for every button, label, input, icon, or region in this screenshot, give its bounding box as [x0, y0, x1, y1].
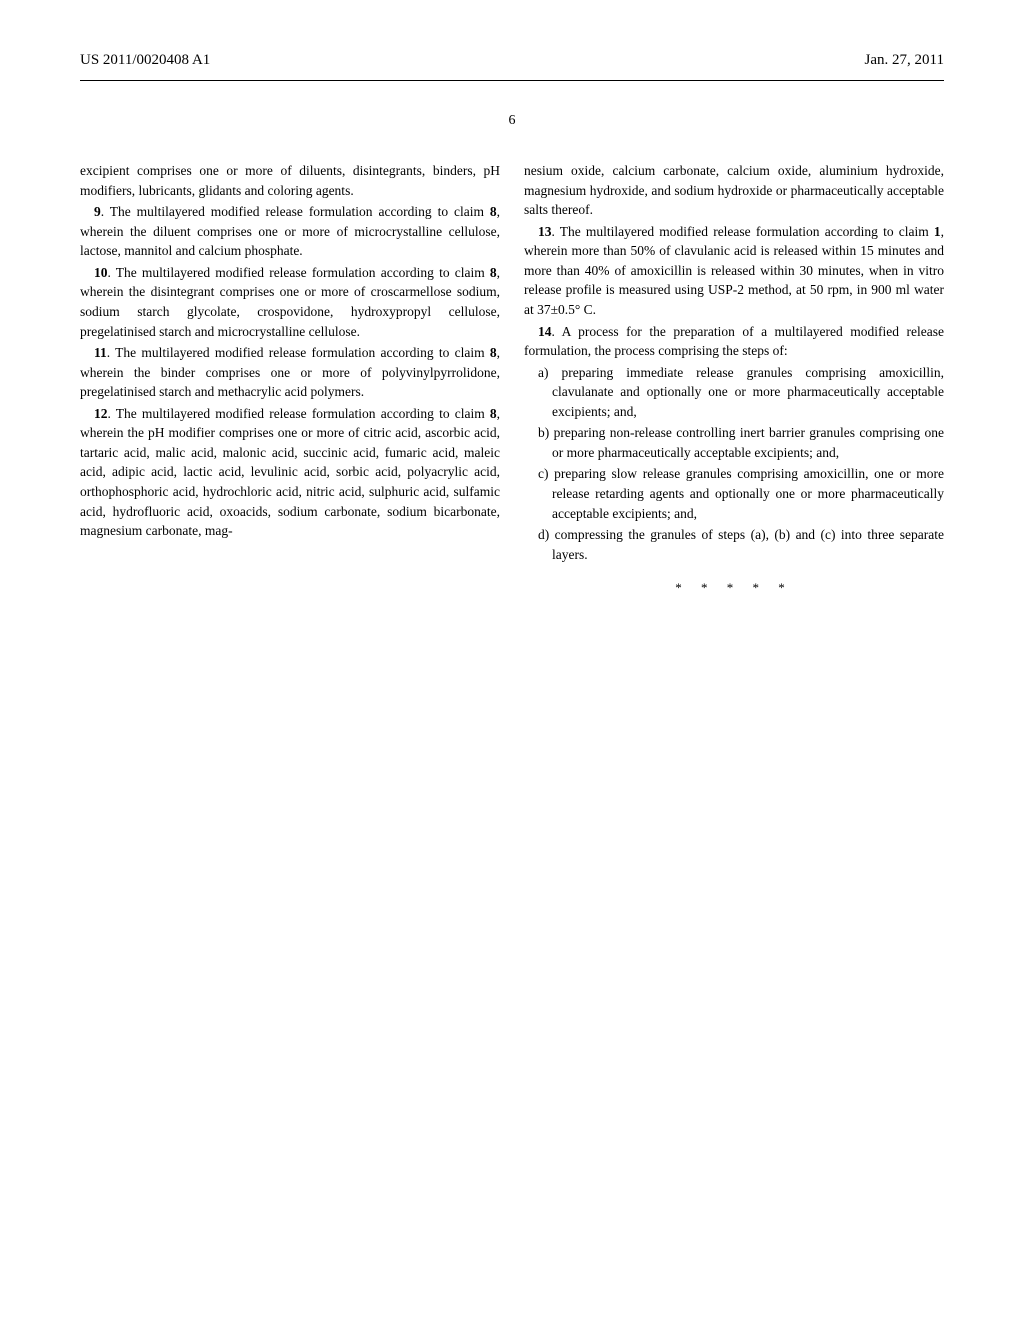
end-marks: * * * * * [524, 579, 944, 598]
claim-text: . The multilayered modified release form… [107, 345, 490, 360]
claim-continuation: nesium oxide, calcium carbonate, calcium… [524, 161, 944, 220]
claim-text: . A process for the preparation of a mul… [524, 324, 944, 359]
publication-date: Jan. 27, 2011 [865, 50, 944, 72]
claim-text: . The multilayered modified release form… [108, 265, 490, 280]
page-number: 6 [80, 111, 944, 131]
content-columns: excipient comprises one or more of dilue… [80, 161, 944, 598]
page-header: US 2011/0020408 A1 Jan. 27, 2011 [80, 50, 944, 72]
claim-text: . The multilayered modified release form… [101, 204, 490, 219]
claim-14-c: c) preparing slow release granules compr… [524, 464, 944, 523]
claim-ref: 1 [934, 224, 941, 239]
claim-10: 10. The multilayered modified release fo… [80, 263, 500, 341]
claim-14-b: b) preparing non-release controlling ine… [524, 423, 944, 462]
claim-ref: 8 [490, 345, 497, 360]
right-column: nesium oxide, calcium carbonate, calcium… [524, 161, 944, 598]
publication-number: US 2011/0020408 A1 [80, 50, 210, 72]
header-divider [80, 80, 944, 81]
claim-number: 9 [94, 204, 101, 219]
claim-13: 13. The multilayered modified release fo… [524, 222, 944, 320]
claim-cont: , wherein the pH modifier comprises one … [80, 406, 500, 538]
claim-text: . The multilayered modified release form… [552, 224, 934, 239]
claim-text: . The multilayered modified release form… [108, 406, 490, 421]
claim-number: 14 [538, 324, 552, 339]
claim-ref: 8 [490, 204, 497, 219]
claim-number: 10 [94, 265, 108, 280]
claim-14-a: a) preparing immediate release granules … [524, 363, 944, 422]
claim-number: 12 [94, 406, 108, 421]
claim-14-intro: 14. A process for the preparation of a m… [524, 322, 944, 361]
left-column: excipient comprises one or more of dilue… [80, 161, 500, 598]
claim-9: 9. The multilayered modified release for… [80, 202, 500, 261]
claim-number: 13 [538, 224, 552, 239]
claim-ref: 8 [490, 406, 497, 421]
claim-11: 11. The multilayered modified release fo… [80, 343, 500, 402]
claim-number: 11 [94, 345, 107, 360]
claim-14-d: d) compressing the granules of steps (a)… [524, 525, 944, 564]
claim-ref: 8 [490, 265, 497, 280]
claim-12: 12. The multilayered modified release fo… [80, 404, 500, 541]
claim-continuation: excipient comprises one or more of dilue… [80, 161, 500, 200]
